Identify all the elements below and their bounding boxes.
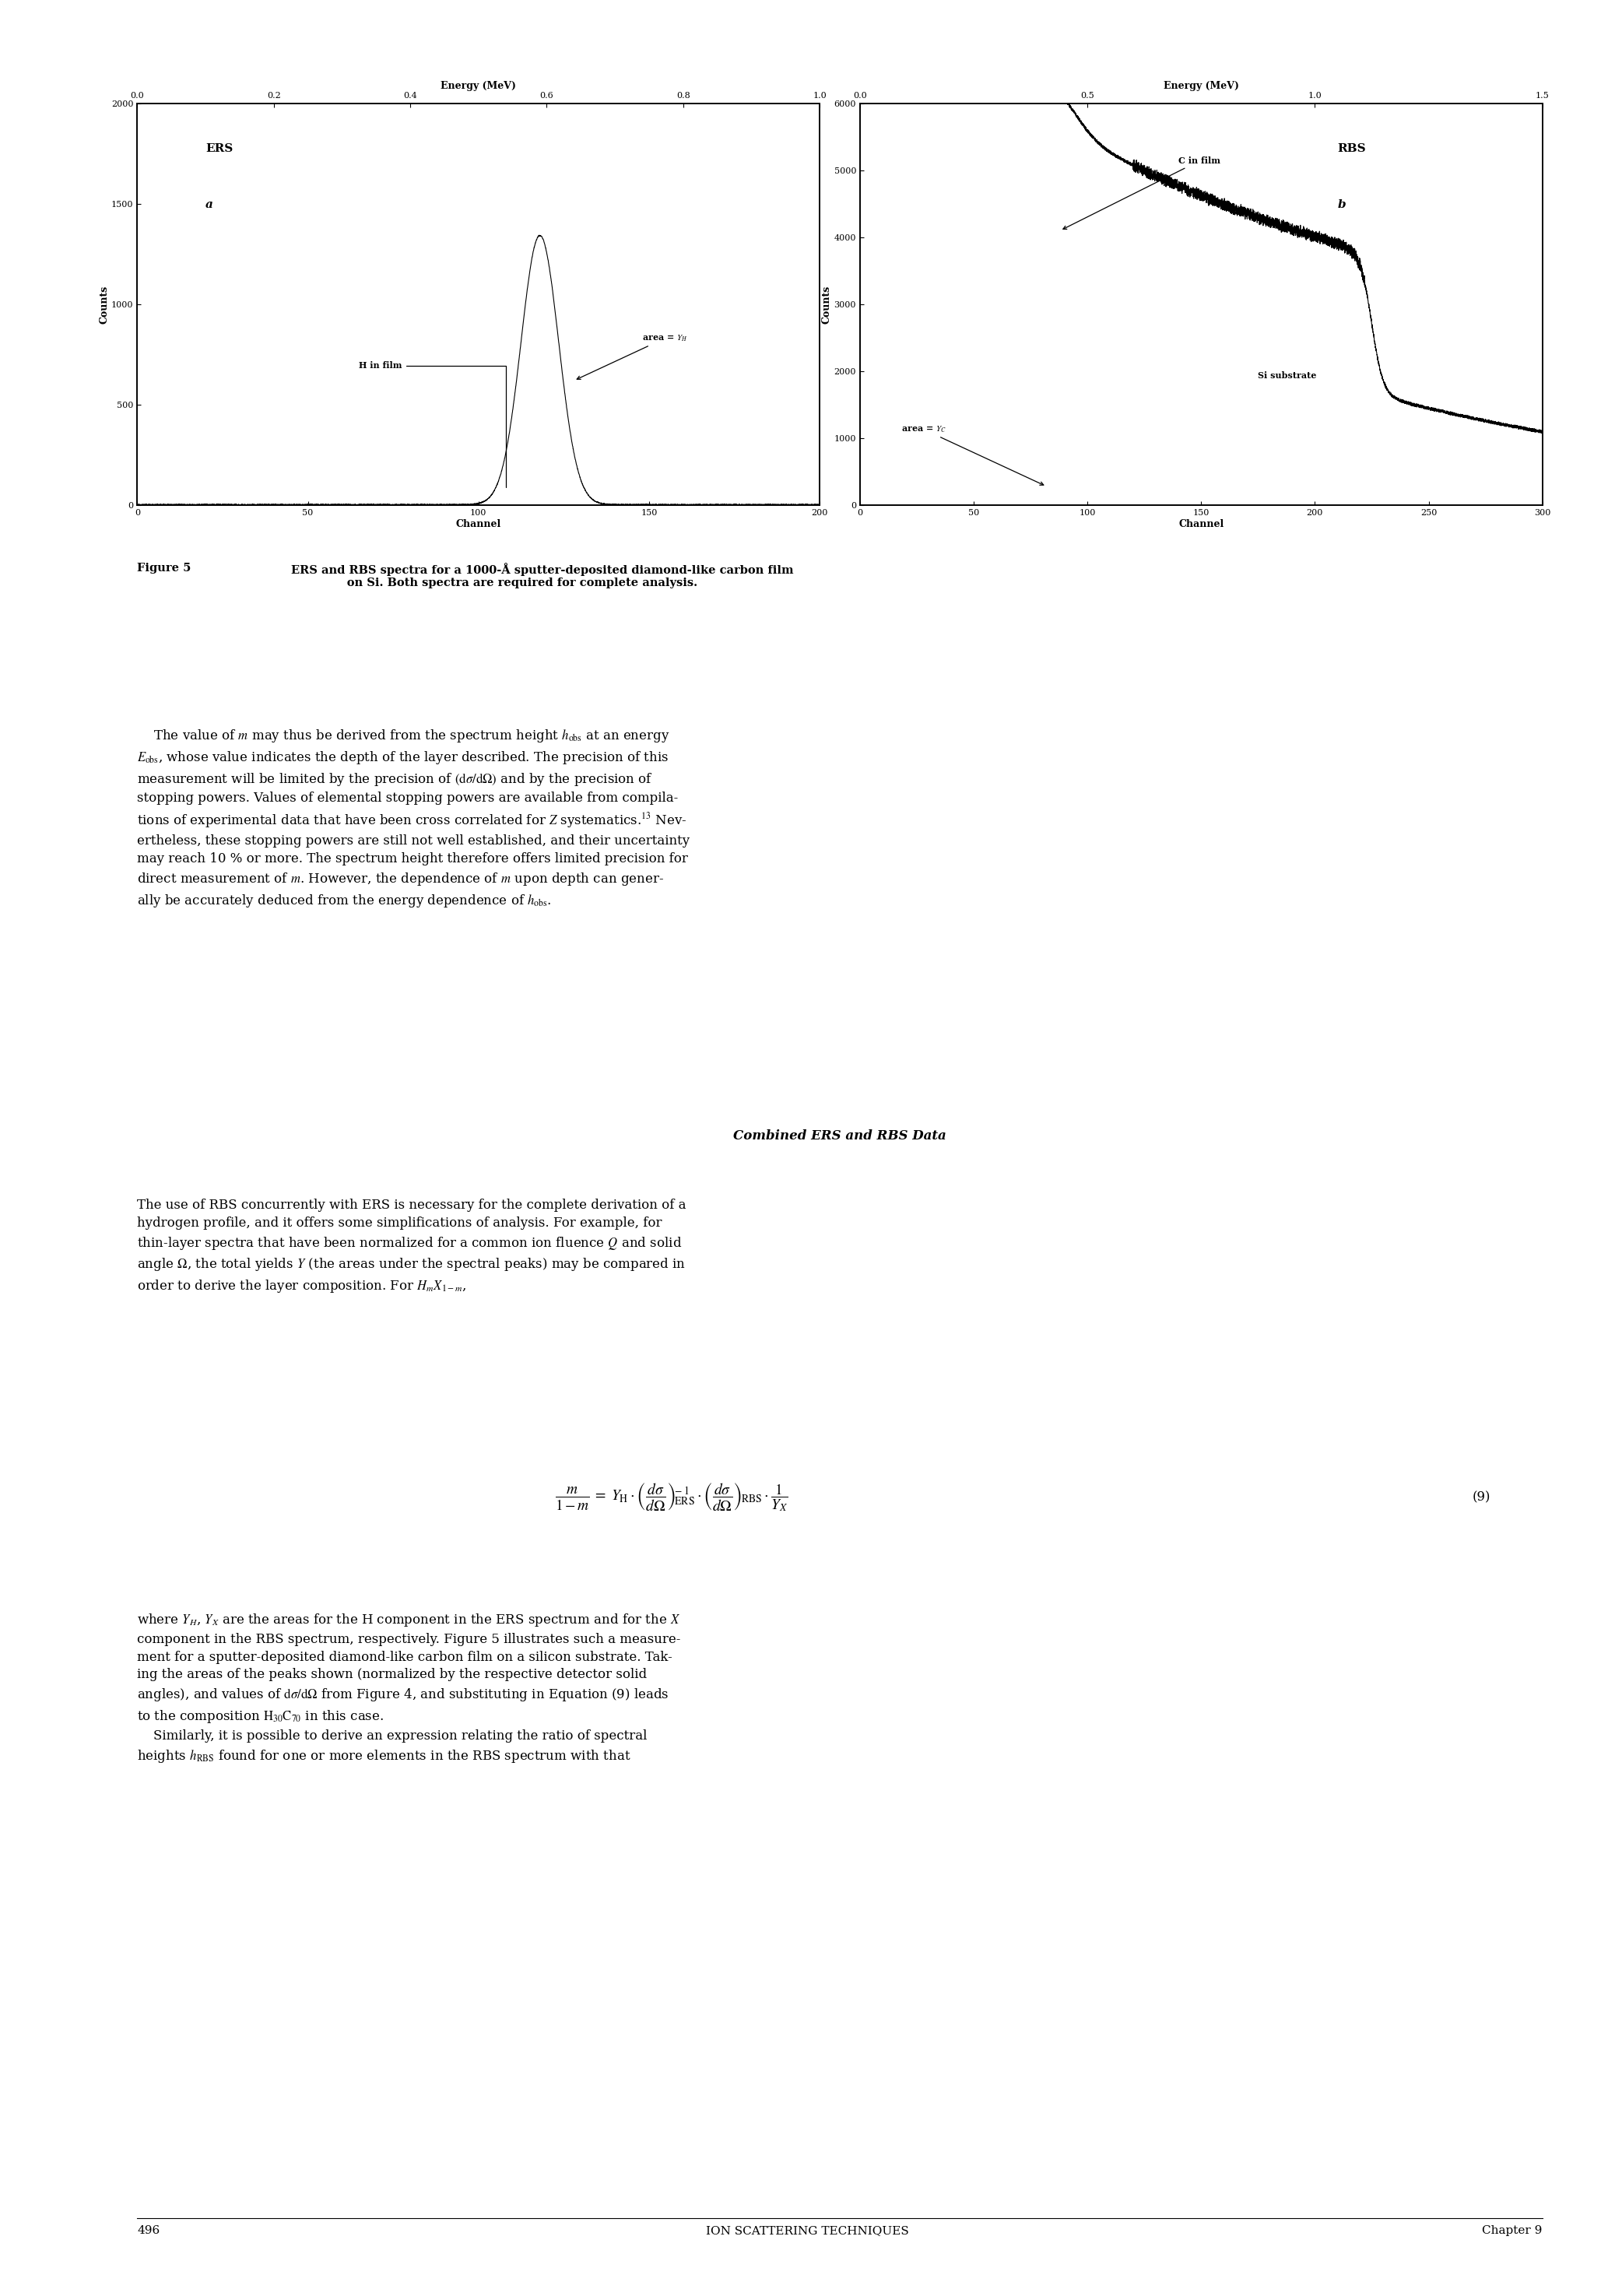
Y-axis label: Counts: Counts (99, 285, 110, 324)
Y-axis label: Counts: Counts (822, 285, 832, 324)
Text: where $Y_H$, $Y_X$ are the areas for the H component in the ERS spectrum and for: where $Y_H$, $Y_X$ are the areas for the… (137, 1612, 682, 1763)
Text: area = $Y_C$: area = $Y_C$ (901, 425, 1043, 484)
Text: Combined ERS and RBS Data: Combined ERS and RBS Data (733, 1130, 946, 1143)
Text: RBS: RBS (1337, 142, 1366, 154)
Text: b: b (1337, 200, 1345, 211)
Text: Si substrate: Si substrate (1258, 372, 1316, 379)
Text: a: a (205, 200, 213, 211)
X-axis label: Channel: Channel (1179, 519, 1224, 528)
Text: area = $Y_H$: area = $Y_H$ (577, 333, 688, 379)
Text: $\dfrac{m}{1-m} \;=\; Y_\mathrm{H} \cdot \left(\dfrac{d\sigma}{d\Omega}\right)^{: $\dfrac{m}{1-m} \;=\; Y_\mathrm{H} \cdot… (554, 1481, 788, 1513)
Text: ION SCATTERING TECHNIQUES: ION SCATTERING TECHNIQUES (706, 2225, 909, 2236)
Text: ERS and RBS spectra for a 1000-Å sputter-deposited diamond-like carbon film
    : ERS and RBS spectra for a 1000-Å sputter… (291, 563, 793, 588)
Text: H in film: H in film (359, 360, 505, 487)
X-axis label: Channel: Channel (455, 519, 501, 528)
Text: 496: 496 (137, 2225, 160, 2236)
Text: Chapter 9: Chapter 9 (1483, 2225, 1542, 2236)
Text: The value of $m$ may thus be derived from the spectrum height $h_\mathrm{obs}$ a: The value of $m$ may thus be derived fro… (137, 728, 690, 909)
Text: The use of RBS concurrently with ERS is necessary for the complete derivation of: The use of RBS concurrently with ERS is … (137, 1199, 686, 1295)
Text: C in film: C in film (1063, 156, 1221, 230)
Text: (9): (9) (1473, 1490, 1491, 1504)
X-axis label: Energy (MeV): Energy (MeV) (441, 80, 517, 92)
X-axis label: Energy (MeV): Energy (MeV) (1163, 80, 1239, 92)
Text: ERS: ERS (205, 142, 233, 154)
Text: Figure 5: Figure 5 (137, 563, 191, 574)
